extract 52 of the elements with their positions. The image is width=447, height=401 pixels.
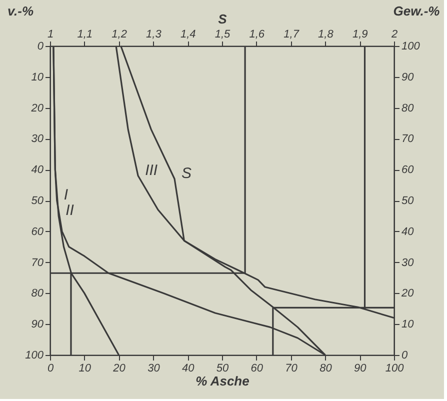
x2-tick-label: 1,4 <box>180 28 196 40</box>
series-label: III <box>145 162 158 179</box>
y2-tick-label: 30 <box>402 256 415 269</box>
x-tick-label: 40 <box>182 362 196 374</box>
series-label: S <box>182 164 192 182</box>
x2-tick-label: 1,5 <box>214 28 232 40</box>
legend-label: I <box>64 186 68 204</box>
x-tick-label: 70 <box>285 362 298 374</box>
y2-tick-label: 50 <box>402 195 415 207</box>
x2-tick-label: 1 <box>47 28 54 40</box>
y-tick-label: 30 <box>31 133 44 146</box>
y-tick-label: 80 <box>31 288 44 300</box>
x2-tick-label: 2 <box>390 28 398 40</box>
x2-tick-label: 1,3 <box>146 28 162 40</box>
x2-tick-label: 1,7 <box>284 28 300 40</box>
y-tick-label: 0 <box>37 40 44 52</box>
y2-tick-label: 60 <box>402 164 415 176</box>
x2-tick-label: 1,8 <box>318 28 334 40</box>
y-tick-label: 100 <box>25 350 44 362</box>
y-tick-label: 70 <box>31 256 44 269</box>
x2-tick-label: 1,9 <box>352 28 368 40</box>
y2-tick-label: 40 <box>402 226 415 238</box>
x-tick-label: 10 <box>78 362 92 374</box>
x-axis-title: % Asche <box>196 374 250 388</box>
y-tick-label: 50 <box>31 195 44 207</box>
x2-tick-label: 1,1 <box>77 28 93 40</box>
x-tick-label: 60 <box>250 362 264 374</box>
y-tick-label: 90 <box>31 318 44 331</box>
y2-tick-label: 0 <box>402 350 408 362</box>
x-tick-label: 80 <box>320 362 333 374</box>
y2-tick-label: 80 <box>402 102 415 114</box>
series-label: II <box>66 202 74 219</box>
x2-tick-label: 1,2 <box>112 28 127 40</box>
y2-axis-title: Gew.-% <box>393 4 440 18</box>
y2-tick-label: 10 <box>402 318 415 331</box>
y2-tick-label: 100 <box>402 40 421 52</box>
x-tick-label: 90 <box>354 362 368 374</box>
y-tick-label: 10 <box>31 71 44 84</box>
x-tick-label: 0 <box>47 362 54 374</box>
y-tick-label: 40 <box>31 164 44 176</box>
x-tick-label: 20 <box>112 362 126 374</box>
x2-axis-title: S <box>218 12 228 26</box>
x-tick-label: 30 <box>148 362 161 374</box>
y-tick-label: 20 <box>30 102 44 114</box>
y2-tick-label: 90 <box>402 71 415 84</box>
x-tick-label: 100 <box>385 362 405 374</box>
y-tick-label: 60 <box>31 226 44 238</box>
y2-tick-label: 70 <box>402 133 415 146</box>
y2-tick-label: 20 <box>400 288 415 300</box>
x-tick-label: 50 <box>216 362 230 374</box>
y-axis-title: v.-% <box>7 4 34 18</box>
x2-tick-label: 1,6 <box>249 28 266 40</box>
